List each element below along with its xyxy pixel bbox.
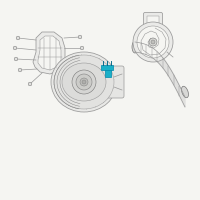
FancyBboxPatch shape xyxy=(104,66,124,98)
Ellipse shape xyxy=(51,52,117,112)
Circle shape xyxy=(18,68,22,72)
Circle shape xyxy=(76,74,92,90)
Circle shape xyxy=(133,22,173,62)
Polygon shape xyxy=(105,69,111,77)
Circle shape xyxy=(72,70,96,94)
Circle shape xyxy=(151,40,155,44)
Polygon shape xyxy=(38,36,61,70)
Polygon shape xyxy=(135,42,185,107)
Circle shape xyxy=(13,46,17,50)
Ellipse shape xyxy=(62,63,106,101)
FancyBboxPatch shape xyxy=(144,12,162,33)
Polygon shape xyxy=(101,65,113,70)
Circle shape xyxy=(28,82,32,86)
Circle shape xyxy=(78,35,82,39)
Circle shape xyxy=(14,57,18,61)
Circle shape xyxy=(66,83,70,87)
Ellipse shape xyxy=(54,55,114,109)
Ellipse shape xyxy=(182,86,188,98)
FancyBboxPatch shape xyxy=(147,16,159,30)
Circle shape xyxy=(80,78,88,86)
Circle shape xyxy=(80,58,84,62)
Circle shape xyxy=(137,26,169,58)
Circle shape xyxy=(82,80,86,84)
Circle shape xyxy=(16,36,20,40)
Polygon shape xyxy=(33,32,65,74)
Circle shape xyxy=(149,38,157,46)
Ellipse shape xyxy=(132,41,138,53)
Circle shape xyxy=(80,46,84,50)
